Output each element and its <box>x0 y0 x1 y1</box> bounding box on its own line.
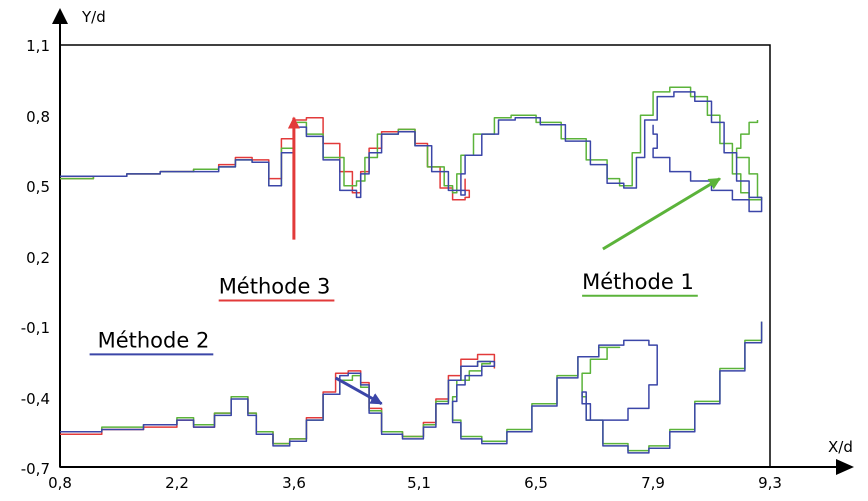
y-tick-label: -0,4 <box>21 390 50 408</box>
x-axis-arrow-icon <box>836 459 854 475</box>
plot-frame <box>59 44 771 468</box>
y-tick-label: 0,8 <box>26 108 50 126</box>
series-line-m-thode-1-upper <box>60 86 763 201</box>
x-tick-label: 9,3 <box>758 474 782 492</box>
x-tick-label: 0,8 <box>48 474 72 492</box>
y-tick-label: 1,1 <box>26 37 50 55</box>
annotation-label-m-thode-3: Méthode 3 <box>219 275 331 299</box>
annotation-label-m-thode-1: Méthode 1 <box>582 270 694 294</box>
series-line-m-thode-2-lower <box>60 321 763 454</box>
x-tick-label: 7,9 <box>641 474 665 492</box>
y-axis-label: Y/d <box>81 8 106 26</box>
y-tick-label: 0,2 <box>26 249 50 267</box>
annotation-arrow-m-thode-1 <box>602 177 721 251</box>
y-tick-label: 0,5 <box>26 178 50 196</box>
x-tick-label: 5,1 <box>407 474 431 492</box>
y-tick-label: -0,7 <box>21 460 50 478</box>
x-tick-label: 6,5 <box>524 474 548 492</box>
series-layer <box>60 86 763 454</box>
x-tick-label: 2,2 <box>165 474 189 492</box>
x-tick-label: 3,6 <box>282 474 306 492</box>
annotation-label-m-thode-2: Méthode 2 <box>98 328 210 352</box>
x-axis-label: X/d <box>828 438 853 456</box>
annotation-layer: Méthode 1 Méthode 2 Méthode 3 <box>89 116 721 406</box>
annotation-arrow-m-thode-2 <box>334 376 383 406</box>
y-axis-arrow-icon <box>52 8 68 24</box>
y-tick-label: -0,1 <box>21 319 50 337</box>
series-line-m-thode-2-upper <box>60 91 763 213</box>
